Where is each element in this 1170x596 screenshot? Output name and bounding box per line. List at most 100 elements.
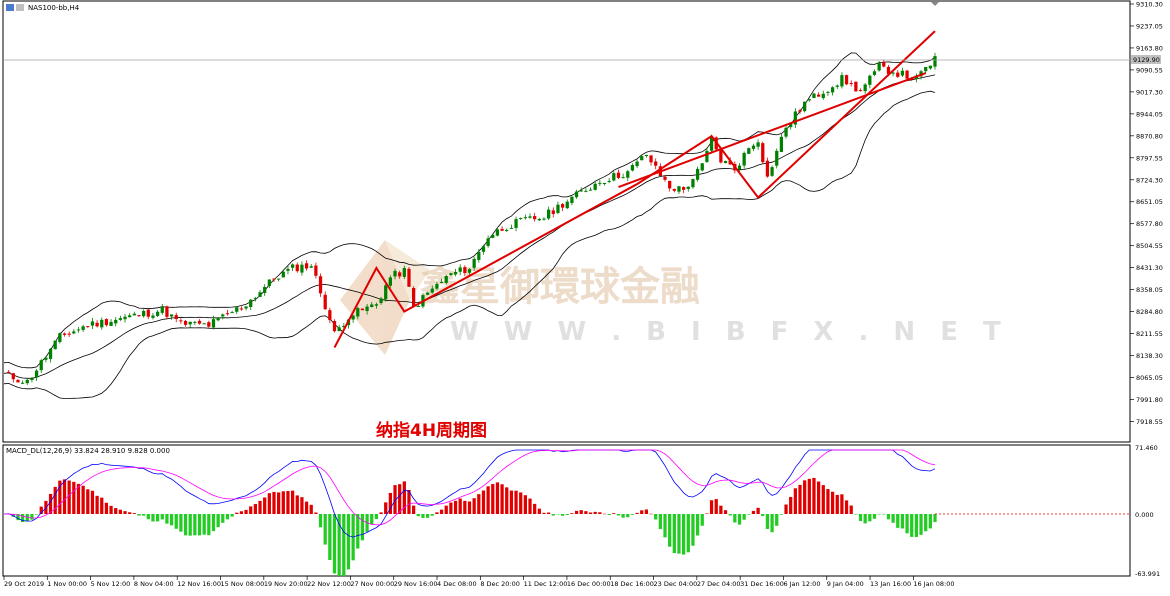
candle-body	[188, 321, 192, 325]
candle-body	[635, 161, 639, 167]
candle-body	[523, 217, 527, 219]
candle-body	[570, 196, 574, 204]
macd-histogram-bar	[519, 492, 523, 514]
macd-histogram-bar	[263, 497, 267, 514]
candle-body	[565, 201, 569, 209]
macd-histogram-bar	[826, 489, 830, 514]
candle-body	[886, 66, 891, 75]
price-tick-label: 8138.30	[1136, 352, 1163, 360]
price-tick-label: 8651.05	[1136, 198, 1163, 206]
candle-body	[314, 265, 318, 276]
candle-body	[384, 285, 388, 300]
macd-histogram-bar	[905, 514, 909, 534]
macd-histogram-bar	[602, 513, 607, 515]
price-tick-label: 9090.55	[1136, 66, 1163, 74]
time-tick-label: 27 Dec 04:00	[697, 580, 741, 588]
macd-histogram-bar	[402, 481, 406, 514]
macd-histogram-bar	[695, 514, 700, 536]
macd-histogram-bar	[728, 514, 732, 516]
candle-body	[174, 315, 178, 319]
candle-body	[444, 276, 448, 283]
candle-body	[211, 319, 216, 328]
candle-body	[686, 186, 690, 189]
candle-body	[858, 90, 863, 92]
macd-histogram-bar	[584, 511, 588, 514]
macd-indicator	[3, 449, 937, 576]
chart-title: 纳指4H周期图	[376, 420, 487, 441]
candle-body	[705, 150, 709, 162]
macd-histogram-bar	[337, 514, 341, 576]
time-tick-label: 23 Dec 04:00	[654, 580, 698, 588]
candle-body	[62, 333, 67, 335]
candle-body	[272, 278, 276, 280]
macd-histogram-bar	[407, 489, 411, 514]
macd-histogram-bar	[183, 514, 188, 536]
bollinger-middle	[3, 74, 936, 379]
macd-histogram-bar	[579, 510, 583, 514]
watermark-en: W W W . B I B F X . N E T	[450, 317, 1009, 347]
macd-histogram-bar	[169, 514, 174, 526]
candle-body	[430, 288, 434, 293]
macd-histogram-bar	[295, 495, 299, 514]
macd-histogram-bar	[421, 514, 425, 518]
macd-histogram-bar	[104, 502, 109, 514]
macd-histogram-bar	[193, 514, 197, 536]
candle-body	[449, 273, 453, 276]
macd-histogram-bar	[709, 500, 714, 514]
macd-histogram-bar	[714, 499, 718, 514]
candle-body	[640, 156, 644, 161]
macd-histogram-bar	[58, 480, 62, 514]
macd-histogram-bar	[123, 511, 127, 514]
candle-body	[761, 143, 765, 163]
symbol-icon-2	[16, 4, 24, 11]
time-tick-label: 19 Nov 20:00	[264, 580, 308, 588]
candle-body	[463, 267, 467, 274]
candle-body	[11, 373, 15, 380]
macd-histogram-bar	[612, 513, 616, 514]
macd-histogram-bar	[118, 509, 123, 514]
candle-body	[332, 321, 337, 332]
candle-body	[183, 320, 188, 325]
candles	[7, 52, 937, 386]
macd-histogram-bar	[439, 509, 444, 514]
candle-body	[151, 315, 155, 318]
candle-body	[551, 210, 555, 214]
macd-histogram-bar	[379, 512, 383, 514]
macd-histogram-bar	[25, 514, 29, 522]
time-tick-label: 5 Nov 12:00	[91, 580, 131, 588]
macd-histogram-bar	[910, 514, 914, 537]
candle-body	[114, 319, 118, 324]
candle-body	[416, 306, 420, 308]
candle-body	[621, 177, 625, 179]
macd-histogram-bar	[914, 514, 919, 538]
macd-histogram-bar	[90, 490, 95, 514]
candle-body	[304, 263, 309, 269]
macd-histogram-bar	[323, 514, 327, 545]
time-tick-label: 27 Nov 00:00	[350, 580, 394, 588]
candle-body	[742, 152, 746, 166]
macd-histogram-bar	[393, 485, 397, 514]
candle-body	[816, 94, 821, 97]
candle-body	[793, 111, 797, 125]
candle-body	[230, 312, 234, 314]
macd-histogram-bar	[607, 514, 611, 516]
macd-histogram-bar	[160, 514, 164, 520]
macd-histogram-bar	[691, 514, 695, 546]
macd-histogram-bar	[109, 505, 113, 514]
macd-histogram-bar	[789, 496, 793, 514]
candle-body	[803, 101, 807, 112]
candle-body	[365, 306, 369, 312]
macd-tick-top: 71.460	[1135, 444, 1158, 452]
macd-histogram-bar	[188, 514, 192, 536]
macd-histogram-bar	[723, 510, 728, 514]
macd-histogram-bar	[542, 512, 546, 514]
candle-body	[579, 190, 583, 192]
macd-histogram-bar	[626, 514, 630, 518]
price-panel-frame	[2, 0, 1131, 443]
candle-body	[235, 307, 239, 312]
price-tick-label: 9310.30	[1136, 1, 1163, 9]
candle-body	[439, 281, 444, 283]
candle-body	[928, 65, 932, 69]
macd-histogram-bar	[48, 493, 53, 514]
price-tick-label: 9163.80	[1136, 44, 1163, 52]
